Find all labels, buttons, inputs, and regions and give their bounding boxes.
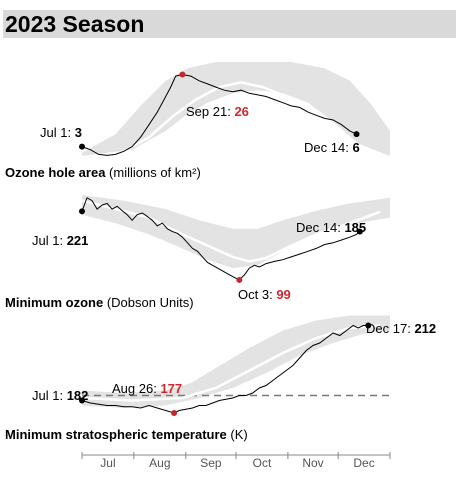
temperature-extreme-point	[171, 410, 178, 416]
temperature-median-line	[81, 324, 381, 402]
temperature-start-point	[79, 397, 85, 404]
ozone-area-peak-label: Sep 21: 26	[186, 104, 249, 119]
temperature-end-point	[365, 322, 372, 329]
ozone-area-median-line	[114, 81, 363, 158]
month-label: Jul	[100, 456, 115, 470]
minimum-ozone-end-point	[356, 228, 363, 235]
minimum-ozone-range-band	[82, 195, 390, 269]
minimum-ozone-panel	[79, 195, 390, 283]
temperature-series-line	[81, 324, 369, 414]
month-label: Aug	[149, 456, 170, 470]
minimum-ozone-series-line	[81, 197, 361, 281]
ozone-area-title: Ozone hole area (millions of km²)	[5, 165, 201, 180]
ozone-area-panel	[79, 62, 390, 158]
month-label: Nov	[302, 456, 323, 470]
stratospheric-temperature-title: Minimum stratospheric temperature (K)	[5, 427, 248, 442]
minimum-ozone-start-point	[79, 208, 85, 215]
minimum-ozone-end-label: Dec 14: 185	[296, 220, 366, 235]
minimum-ozone-median-line	[81, 199, 381, 263]
month-label: Oct	[253, 456, 272, 470]
temperature-end-label: Dec 17: 212	[366, 321, 436, 336]
ozone-area-start-label: Jul 1: 3	[40, 125, 82, 140]
ozone-area-start-point	[79, 143, 85, 150]
temperature-start-label: Jul 1: 182	[32, 388, 88, 403]
ozone-area-end-label: Dec 14: 6	[304, 140, 360, 155]
minimum-ozone-title: Minimum ozone (Dobson Units)	[5, 295, 194, 310]
minimum-ozone-extreme-point	[236, 276, 243, 283]
stratospheric-temperature-panel	[79, 315, 390, 416]
month-axis: Jul Aug Sep Oct Nov Dec	[81, 452, 391, 470]
temperature-min-label: Aug 26: 177	[112, 381, 182, 396]
month-label: Sep	[200, 456, 222, 470]
ozone-area-end-point	[353, 131, 360, 138]
ozone-area-series-line	[81, 73, 357, 156]
minimum-ozone-start-label: Jul 1: 221	[32, 233, 88, 248]
ozone-area-extreme-point	[179, 71, 186, 78]
month-label: Dec	[353, 456, 374, 470]
minimum-ozone-min-label: Oct 3: 99	[238, 287, 291, 302]
ozone-area-range-band	[82, 62, 390, 156]
season-title: 2023 Season	[3, 10, 456, 38]
